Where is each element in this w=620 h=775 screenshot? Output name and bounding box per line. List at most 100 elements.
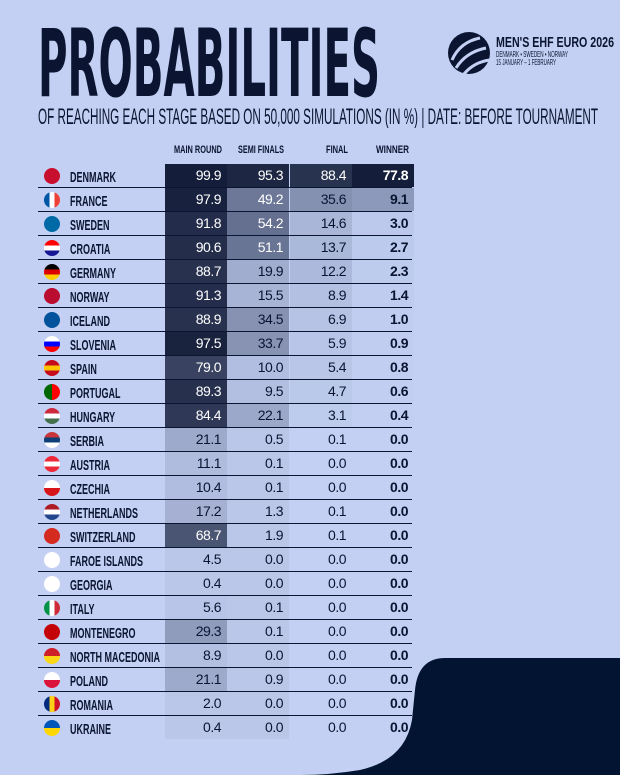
cell-winner: 0.0 xyxy=(390,671,408,687)
svg-text:ROMANIA: ROMANIA xyxy=(70,697,113,713)
column-header-semi-finals: SEMI FINALS xyxy=(238,144,284,155)
cell-final: 88.4 xyxy=(290,164,352,187)
flag-icon xyxy=(44,624,60,640)
cell-semi-finals: 0.9 xyxy=(227,668,289,691)
cell-semi-finals: 0.5 xyxy=(227,428,289,451)
cell-semi-finals: 0.1 xyxy=(227,620,289,643)
flag-icon xyxy=(44,480,60,496)
cell-semi-finals: 22.1 xyxy=(227,404,289,427)
cell-semi-finals: 0.0 xyxy=(227,692,289,715)
country-name: ROMANIA xyxy=(70,697,113,713)
column-header-winner: WINNER xyxy=(376,144,409,155)
svg-text:UKRAINE: UKRAINE xyxy=(70,721,111,737)
svg-text:SPAIN: SPAIN xyxy=(70,361,97,377)
cell-winner: 77.8 xyxy=(352,164,414,187)
table-row: UKRAINE 0.4 0.0 0.0 0.0 xyxy=(38,716,412,740)
cell-main-round: 29.3 xyxy=(165,620,227,643)
cell-final: 0.1 xyxy=(328,431,346,447)
cell-main-round: 11.1 xyxy=(165,452,227,475)
cell-winner: 0.0 xyxy=(390,623,408,639)
country-name: SLOVENIA xyxy=(70,337,116,353)
cell-winner: 0.0 xyxy=(390,479,408,495)
svg-text:DENMARK • SWEDEN • NORWAY: DENMARK • SWEDEN • NORWAY xyxy=(496,50,568,59)
svg-text:HUNGARY: HUNGARY xyxy=(70,409,115,425)
svg-text:15 JANUARY – 1 FEBRUARY: 15 JANUARY – 1 FEBRUARY xyxy=(496,58,556,67)
svg-text:SERBIA: SERBIA xyxy=(70,433,104,449)
logo-title: MEN'S EHF EURO 2026 xyxy=(496,34,614,50)
cell-winner: 0.0 xyxy=(390,575,408,591)
table-row: NETHERLANDS 17.2 1.3 0.1 0.0 xyxy=(38,500,412,524)
flag-icon xyxy=(44,288,60,304)
flag-icon xyxy=(44,192,60,208)
country-name: SWEDEN xyxy=(70,217,110,233)
cell-final: 13.7 xyxy=(290,236,352,259)
cell-semi-finals: 49.2 xyxy=(227,188,289,211)
country-name: NORWAY xyxy=(70,289,110,305)
cell-semi-finals: 1.3 xyxy=(227,500,289,523)
table-row: ROMANIA 2.0 0.0 0.0 0.0 xyxy=(38,692,412,716)
country-name: PORTUGAL xyxy=(70,385,121,401)
country-name: SERBIA xyxy=(70,433,104,449)
cell-main-round: 21.1 xyxy=(165,428,227,451)
svg-text:PORTUGAL: PORTUGAL xyxy=(70,385,121,401)
cell-final: 0.0 xyxy=(328,623,346,639)
table-row: SPAIN 79.0 10.0 5.4 0.8 xyxy=(38,356,412,380)
table-row: POLAND 21.1 0.9 0.0 0.0 xyxy=(38,668,412,692)
table-row: NORWAY 91.3 15.5 8.9 1.4 xyxy=(38,284,412,308)
cell-final: 0.0 xyxy=(328,455,346,471)
cell-semi-finals: 0.0 xyxy=(227,644,289,667)
svg-text:NORTH MACEDONIA: NORTH MACEDONIA xyxy=(70,649,160,665)
flag-icon xyxy=(44,720,60,736)
cell-final: 0.1 xyxy=(328,527,346,543)
cell-winner: 0.0 xyxy=(390,527,408,543)
table-row: DENMARK 99.9 95.3 88.4 77.8 xyxy=(38,164,414,188)
flag-icon xyxy=(44,696,60,712)
cell-main-round: 5.6 xyxy=(165,596,227,619)
logo-hosts: DENMARK • SWEDEN • NORWAY xyxy=(496,50,568,59)
table-row: FRANCE 97.9 49.2 35.6 9.1 xyxy=(38,188,414,212)
column-header-final: FINAL xyxy=(326,144,348,155)
cell-main-round: 8.9 xyxy=(165,644,227,667)
cell-winner: 2.7 xyxy=(352,236,414,259)
table-row: SLOVENIA 97.5 33.7 5.9 0.9 xyxy=(38,332,412,356)
country-name: GERMANY xyxy=(70,265,116,281)
cell-winner: 1.4 xyxy=(390,287,408,303)
svg-text:SWITZERLAND: SWITZERLAND xyxy=(70,529,136,545)
cell-semi-finals: 33.7 xyxy=(227,332,289,355)
cell-final: 0.0 xyxy=(328,647,346,663)
svg-text:GERMANY: GERMANY xyxy=(70,265,116,281)
cell-main-round: 10.4 xyxy=(165,476,227,499)
country-name: NETHERLANDS xyxy=(70,505,138,521)
cell-final: 3.1 xyxy=(290,404,352,427)
flag-icon xyxy=(44,336,60,352)
cell-winner: 0.0 xyxy=(390,431,408,447)
table-row: SWITZERLAND 68.7 1.9 0.1 0.0 xyxy=(38,524,412,548)
cell-final: 14.6 xyxy=(290,212,352,235)
cell-main-round: 0.4 xyxy=(165,572,227,595)
flag-icon xyxy=(44,240,60,256)
cell-main-round: 91.8 xyxy=(165,212,227,235)
cell-main-round: 4.5 xyxy=(165,548,227,571)
cell-semi-finals: 1.9 xyxy=(227,524,289,547)
cell-main-round: 17.2 xyxy=(165,500,227,523)
table-row: GERMANY 88.7 19.9 12.2 2.3 xyxy=(38,260,412,284)
ehf-euro-logo: MEN'S EHF EURO 2026 DENMARK • SWEDEN • N… xyxy=(446,28,616,78)
cell-final: 35.6 xyxy=(290,188,352,211)
svg-text:FRANCE: FRANCE xyxy=(70,193,108,209)
svg-text:ICELAND: ICELAND xyxy=(70,313,110,329)
table-row: GEORGIA 0.4 0.0 0.0 0.0 xyxy=(38,572,412,596)
cell-semi-finals: 0.0 xyxy=(227,572,289,595)
country-name: FRANCE xyxy=(70,193,108,209)
cell-final: 0.1 xyxy=(328,503,346,519)
flag-icon xyxy=(44,312,60,328)
country-name: NORTH MACEDONIA xyxy=(70,649,160,665)
svg-text:WINNER: WINNER xyxy=(376,144,409,155)
svg-text:OF REACHING EACH STAGE BASED O: OF REACHING EACH STAGE BASED ON 50,000 S… xyxy=(38,104,598,128)
cell-winner: 0.0 xyxy=(390,647,408,663)
flag-icon xyxy=(44,384,60,400)
table-row: SWEDEN 91.8 54.2 14.6 3.0 xyxy=(38,212,412,236)
country-name: ICELAND xyxy=(70,313,110,329)
probabilities-table: DENMARK 99.9 95.3 88.4 77.8 FRANCE 97.9 49.2 35.… xyxy=(38,164,414,740)
cell-final: 0.0 xyxy=(328,551,346,567)
country-name: POLAND xyxy=(70,673,108,689)
